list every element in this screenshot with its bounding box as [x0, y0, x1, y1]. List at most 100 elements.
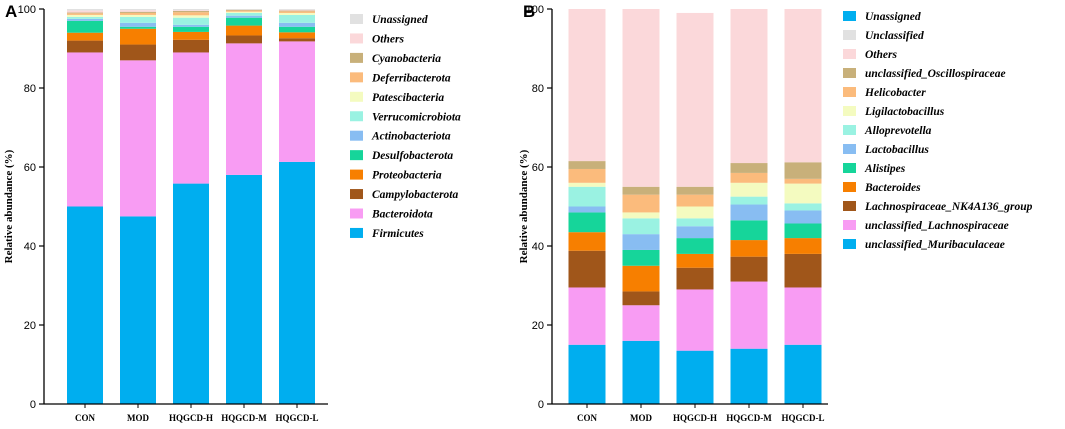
legend-label: Proteobacteria	[372, 170, 442, 182]
bar-segment-verrucomicrobiota-con	[67, 16, 103, 19]
bar-segment-unassigned-con	[67, 9, 103, 11]
legend-item-campylobacterota: Campylobacterota	[350, 189, 458, 201]
legend-item-unassigned: Unassigned	[350, 14, 428, 26]
legend-label: Others	[372, 33, 404, 45]
legend-swatch	[843, 11, 856, 21]
bar-segment-alloprevotella-con	[568, 186, 606, 207]
bar-segment-bacteroidota-hqgcd-l	[279, 41, 315, 162]
legend-swatch	[843, 30, 856, 40]
bar-stack-con	[568, 9, 606, 404]
x-tick-label-con: CON	[75, 413, 96, 423]
bar-segment-firmicutes-mod	[120, 216, 156, 404]
bar-segment-helicobacter-hqgcd-m	[730, 172, 768, 183]
x-tick-label-hqgcd-l: HQGCD-L	[275, 413, 318, 423]
bar-segment-bacteroides-hqgcd-m	[730, 240, 768, 257]
panel-a-stacked-bar-chart: A CON MOD HQGCD-H HQGCD-M HQGCD-L 0 20 40 60 80 100…	[3, 2, 461, 423]
bar-segment-unclassified-muribaculaceae-mod	[622, 340, 660, 404]
legend-label: unclassified_Lachnospiraceae	[865, 220, 1009, 232]
bar-segment-lachnospiraceae-nk4a136-group-hqgcd-l	[784, 253, 822, 288]
bar-segment-helicobacter-hqgcd-l	[784, 178, 822, 184]
bar-segment-ligilactobacillus-hqgcd-m	[730, 182, 768, 197]
bar-segment-others-con	[67, 10, 103, 13]
bar-segment-lactobacillus-con	[568, 206, 606, 213]
legend-item-cyanobacteria: Cyanobacteria	[350, 52, 441, 65]
bar-segment-proteobacteria-hqgcd-m	[226, 25, 262, 36]
bar-stack-con	[67, 9, 103, 404]
bar-segment-desulfobacterota-hqgcd-m	[226, 17, 262, 26]
bar-segment-alistipes-hqgcd-l	[784, 223, 822, 239]
legend-swatch	[843, 68, 856, 78]
bar-segment-campylobacterota-con	[67, 40, 103, 53]
bar-segment-unclassified-oscillospiraceae-hqgcd-l	[784, 162, 822, 179]
bar-segment-verrucomicrobiota-mod	[120, 16, 156, 23]
legend-label: Desulfobacterota	[371, 150, 453, 162]
y-tick-label-40: 40	[532, 241, 544, 253]
bar-stack-hqgcd-l	[279, 9, 315, 404]
legend-item-lachnospiraceae-nk4a136-group: Lachnospiraceae_NK4A136_group	[843, 201, 1033, 213]
bar-segment-unassigned-hqgcd-h	[173, 9, 209, 11]
bar-segment-deferribacterota-mod	[120, 12, 156, 15]
legend-label: Firmicutes	[371, 228, 424, 240]
bar-segment-firmicutes-hqgcd-m	[226, 174, 262, 404]
bar-segment-actinobacteriota-hqgcd-m	[226, 15, 262, 18]
x-tick-label-con: CON	[577, 413, 598, 423]
bar-stack-hqgcd-l	[784, 9, 822, 404]
bar-segment-actinobacteriota-con	[67, 18, 103, 21]
legend-label: Helicobacter	[864, 87, 926, 99]
bar-segment-ligilactobacillus-hqgcd-h	[676, 206, 714, 219]
bar-segment-patescibacteria-hqgcd-h	[173, 15, 209, 18]
bar-segment-helicobacter-hqgcd-h	[676, 194, 714, 207]
bar-segment-patescibacteria-hqgcd-m	[226, 11, 262, 13]
bar-segment-unassigned-hqgcd-l	[279, 9, 315, 10]
bar-segment-patescibacteria-hqgcd-l	[279, 12, 315, 15]
bar-segment-others-hqgcd-h	[173, 10, 209, 11]
bar-segment-others-mod	[120, 10, 156, 12]
bar-segment-alloprevotella-hqgcd-m	[730, 196, 768, 205]
legend-swatch	[843, 49, 856, 59]
bar-segment-unclassified-lachnospiraceae-hqgcd-m	[730, 281, 768, 349]
legend-label: Alloprevotella	[864, 125, 932, 137]
y-tick-label-20: 20	[532, 320, 544, 332]
bar-segment-lachnospiraceae-nk4a136-group-mod	[622, 291, 660, 306]
x-tick-label-hqgcd-m: HQGCD-M	[726, 413, 772, 423]
legend-item-bacteroides: Bacteroides	[843, 182, 921, 194]
legend-item-alistipes: Alistipes	[843, 163, 906, 175]
legend-label: Actinobacteriota	[371, 131, 451, 143]
legend-label: Lactobacillus	[864, 144, 929, 156]
legend-item-proteobacteria: Proteobacteria	[350, 169, 442, 182]
legend-label: Others	[865, 49, 897, 61]
bar-segment-unclassified-muribaculaceae-hqgcd-h	[676, 350, 714, 404]
bar-segment-desulfobacterota-mod	[120, 26, 156, 29]
bar-segment-alloprevotella-hqgcd-h	[676, 218, 714, 227]
bar-segment-lactobacillus-hqgcd-h	[676, 226, 714, 239]
y-tick-label-0: 0	[30, 399, 36, 411]
bar-segment-campylobacterota-mod	[120, 44, 156, 61]
bar-segment-unclassified-lachnospiraceae-hqgcd-h	[676, 289, 714, 351]
bar-segment-actinobacteriota-mod	[120, 22, 156, 27]
legend-swatch	[350, 33, 363, 44]
bar-segment-desulfobacterota-hqgcd-l	[279, 26, 315, 33]
bar-segment-unclassified-oscillospiraceae-hqgcd-m	[730, 163, 768, 173]
bar-segment-unclassified-oscillospiraceae-mod	[622, 186, 660, 195]
bar-segment-unclassified-oscillospiraceae-hqgcd-h	[676, 186, 714, 195]
legend-label: Patescibacteria	[372, 92, 444, 104]
legend-label: Verrucomicrobiota	[372, 111, 461, 123]
bar-segment-ligilactobacillus-mod	[622, 212, 660, 219]
legend-item-unassigned: Unassigned	[843, 11, 921, 23]
bar-segment-bacteroides-hqgcd-h	[676, 253, 714, 268]
legend-swatch	[350, 91, 363, 102]
legend-label: Campylobacterota	[372, 189, 458, 201]
legend-swatch	[350, 169, 363, 180]
legend-swatch	[843, 125, 856, 135]
bar-segment-lachnospiraceae-nk4a136-group-con	[568, 250, 606, 288]
bar-segment-alistipes-hqgcd-m	[730, 220, 768, 241]
bar-segment-unassigned-hqgcd-m	[226, 9, 262, 10]
y-tick-label-60: 60	[532, 162, 544, 174]
legend-swatch	[843, 182, 856, 192]
legend-swatch	[350, 72, 363, 83]
bar-segment-unclassified-muribaculaceae-con	[568, 344, 606, 404]
bar-stack-hqgcd-h	[173, 9, 209, 404]
bar-segment-patescibacteria-mod	[120, 14, 156, 17]
bar-segment-bacteroidota-con	[67, 52, 103, 207]
